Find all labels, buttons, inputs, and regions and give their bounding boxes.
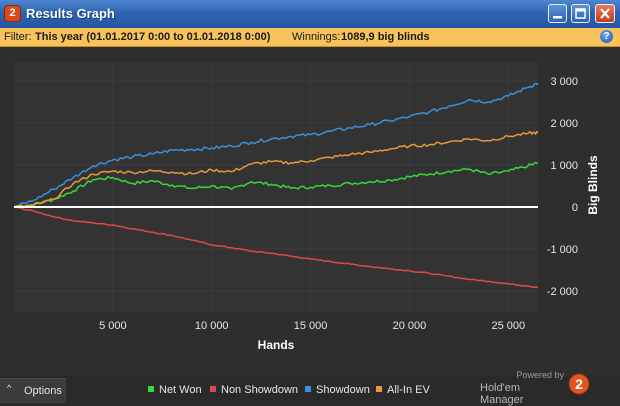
legend-item-all-in-ev[interactable]: All-In EV — [376, 384, 430, 396]
winnings-value: 1089,9 big blinds — [341, 31, 430, 43]
y-tick-label: 3 000 — [550, 76, 578, 88]
legend-label: All-In EV — [387, 384, 430, 396]
chevron-up-icon: ^ — [7, 383, 12, 393]
y-axis-label: Big Blinds — [586, 155, 600, 215]
options-label: Options — [24, 385, 62, 397]
title-bar: 2 Results Graph — [0, 0, 620, 29]
series-line-all-in-ev — [13, 130, 539, 208]
legend-label: Showdown — [316, 384, 370, 396]
x-tick-label: 10 000 — [195, 320, 229, 332]
x-tick-label: 15 000 — [294, 320, 328, 332]
series-line-showdown — [13, 82, 539, 208]
x-axis-label: Hands — [258, 338, 295, 352]
minimize-button[interactable] — [548, 4, 567, 23]
plot-area — [14, 62, 538, 312]
y-tick-label: 2 000 — [550, 118, 578, 130]
chart-axes: 5 000 10 000 15 000 20 000 25 000 3 000 2 000 1… — [14, 76, 600, 352]
window-title: Results Graph — [26, 6, 115, 21]
brand-powered-text: Powered by — [516, 370, 564, 380]
legend-item-non-showdown[interactable]: Non Showdown — [210, 384, 298, 396]
chart-series — [13, 82, 539, 289]
brand-logo-area: Powered by Hold'em Manager 2 — [480, 368, 592, 406]
filter-value[interactable]: This year (01.01.2017 0:00 to 01.01.2018… — [35, 31, 271, 43]
x-tick-label: 20 000 — [393, 320, 427, 332]
brand-name: Hold'em Manager — [480, 382, 524, 406]
results-chart: 5 000 10 000 15 000 20 000 25 000 3 000 2 000 1… — [0, 47, 620, 376]
close-button[interactable] — [595, 4, 615, 23]
close-icon — [600, 8, 610, 19]
x-tick-label: 25 000 — [492, 320, 526, 332]
x-tick-label: 5 000 — [99, 320, 127, 332]
winnings-label: Winnings: — [292, 31, 341, 43]
legend-label: Net Won — [159, 384, 202, 396]
y-tick-label: 1 000 — [550, 160, 578, 172]
filter-prefix: Filter: — [4, 31, 32, 43]
filter-bar: Filter: This year (01.01.2017 0:00 to 01… — [0, 28, 620, 47]
series-line-non-showdown — [13, 206, 539, 289]
hm2-logo-digit: 2 — [575, 376, 583, 392]
help-icon[interactable]: ? — [600, 30, 613, 43]
maximize-icon — [575, 8, 586, 19]
hm2-logo-icon: 2 — [568, 373, 590, 395]
legend-swatch — [305, 386, 311, 392]
y-tick-label: 0 — [572, 202, 578, 214]
results-chart-svg: 5 000 10 000 15 000 20 000 25 000 3 000 2 000 1… — [13, 62, 600, 352]
minimize-icon — [553, 16, 562, 19]
app-icon: 2 — [5, 6, 20, 21]
legend-swatch — [210, 386, 216, 392]
legend-swatch — [376, 386, 382, 392]
y-tick-label: -1 000 — [547, 244, 578, 256]
legend-label: Non Showdown — [221, 384, 299, 396]
y-tick-label: -2 000 — [547, 286, 578, 298]
series-line-net-won — [13, 161, 539, 208]
options-button[interactable]: ^ Options — [0, 378, 66, 403]
chart-grid — [14, 62, 538, 312]
legend-swatch — [148, 386, 154, 392]
legend-item-net-won[interactable]: Net Won — [148, 384, 202, 396]
maximize-button[interactable] — [571, 4, 590, 23]
legend-item-showdown[interactable]: Showdown — [305, 384, 370, 396]
bottom-bar: ^ Options Net Won Non Showdown Showdown … — [0, 370, 620, 406]
